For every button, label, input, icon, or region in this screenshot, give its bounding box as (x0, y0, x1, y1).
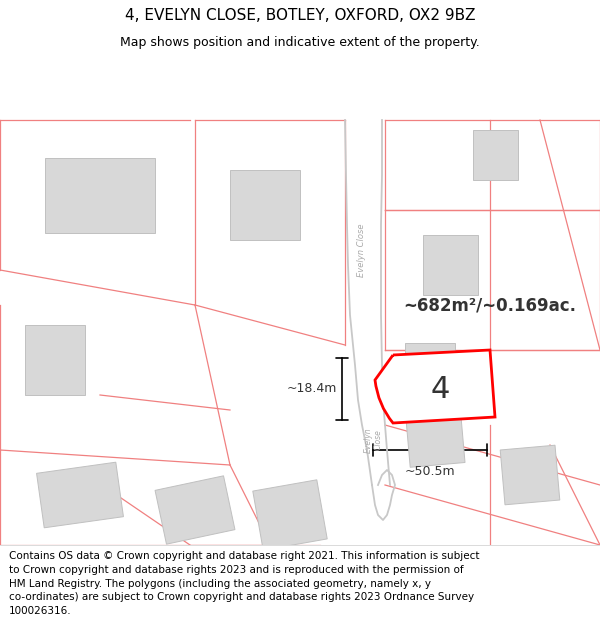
Polygon shape (405, 342, 455, 388)
Polygon shape (155, 476, 235, 544)
PathPatch shape (375, 350, 495, 423)
Text: 4: 4 (430, 376, 449, 404)
Text: ~50.5m: ~50.5m (404, 465, 455, 478)
Text: Evelyn Close: Evelyn Close (358, 223, 367, 277)
Text: 4, EVELYN CLOSE, BOTLEY, OXFORD, OX2 9BZ: 4, EVELYN CLOSE, BOTLEY, OXFORD, OX2 9BZ (125, 8, 475, 23)
Text: ~18.4m: ~18.4m (287, 382, 337, 396)
Polygon shape (500, 445, 560, 505)
Polygon shape (230, 170, 300, 240)
Polygon shape (37, 462, 124, 528)
Polygon shape (473, 130, 517, 180)
Polygon shape (45, 158, 155, 232)
Text: ~682m²/~0.169ac.: ~682m²/~0.169ac. (404, 296, 577, 314)
Polygon shape (253, 480, 327, 550)
Text: Evelyn
Close: Evelyn Close (364, 428, 383, 452)
Polygon shape (25, 325, 85, 395)
Polygon shape (422, 235, 478, 295)
Text: Map shows position and indicative extent of the property.: Map shows position and indicative extent… (120, 36, 480, 49)
Polygon shape (405, 402, 465, 468)
Text: Contains OS data © Crown copyright and database right 2021. This information is : Contains OS data © Crown copyright and d… (9, 551, 479, 616)
